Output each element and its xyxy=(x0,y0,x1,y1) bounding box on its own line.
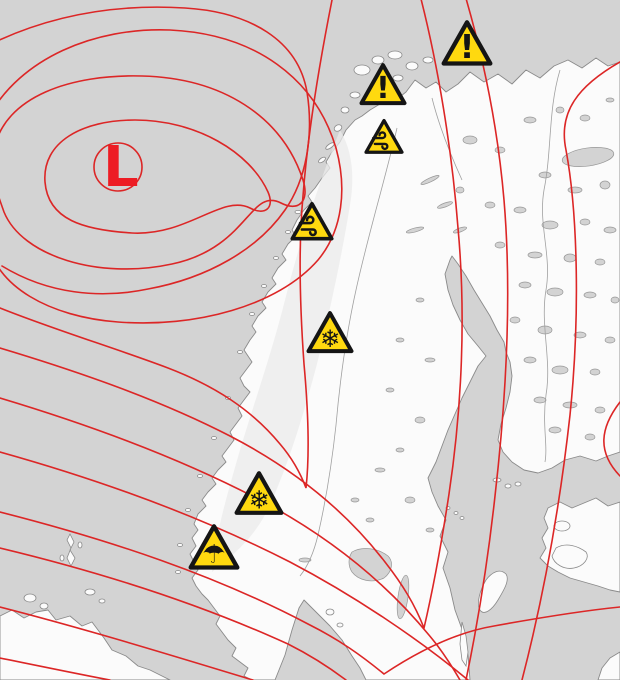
warning-icon-wind[interactable] xyxy=(290,201,334,241)
warning-icon-exclamation[interactable]: ! xyxy=(359,62,407,106)
warning-icon-rain[interactable]: ☂ xyxy=(188,523,240,571)
warning-icon-exclamation[interactable]: ! xyxy=(441,19,493,67)
exclamation-icon: ! xyxy=(460,28,475,66)
warning-triangle xyxy=(306,311,354,354)
lakes-group xyxy=(298,97,620,620)
snow-icon: ❄ xyxy=(249,486,270,515)
warning-triangle xyxy=(188,524,240,570)
warning-triangle xyxy=(234,471,284,516)
wind-icon xyxy=(372,130,389,150)
borders-group xyxy=(299,69,561,577)
landmass-group xyxy=(0,50,620,680)
warning-icon-snow[interactable]: ❄ xyxy=(234,470,284,516)
islands-group xyxy=(23,50,588,668)
landmass-scotland xyxy=(0,609,171,680)
warning-icon-wind[interactable] xyxy=(364,118,404,155)
warning-icon-snow[interactable]: ❄ xyxy=(306,310,354,354)
wind-icon xyxy=(298,215,317,236)
warning-triangle xyxy=(441,20,493,66)
landmass-latvia-corner xyxy=(597,651,620,680)
mountain-relief xyxy=(212,130,353,572)
exclamation-icon: ! xyxy=(376,71,390,106)
low-pressure-label: L xyxy=(103,135,139,200)
rain-icon: ☂ xyxy=(202,540,225,570)
snow-icon: ❄ xyxy=(320,325,340,353)
warning-triangle xyxy=(359,63,407,106)
landmass-fennoscandia xyxy=(189,57,620,680)
